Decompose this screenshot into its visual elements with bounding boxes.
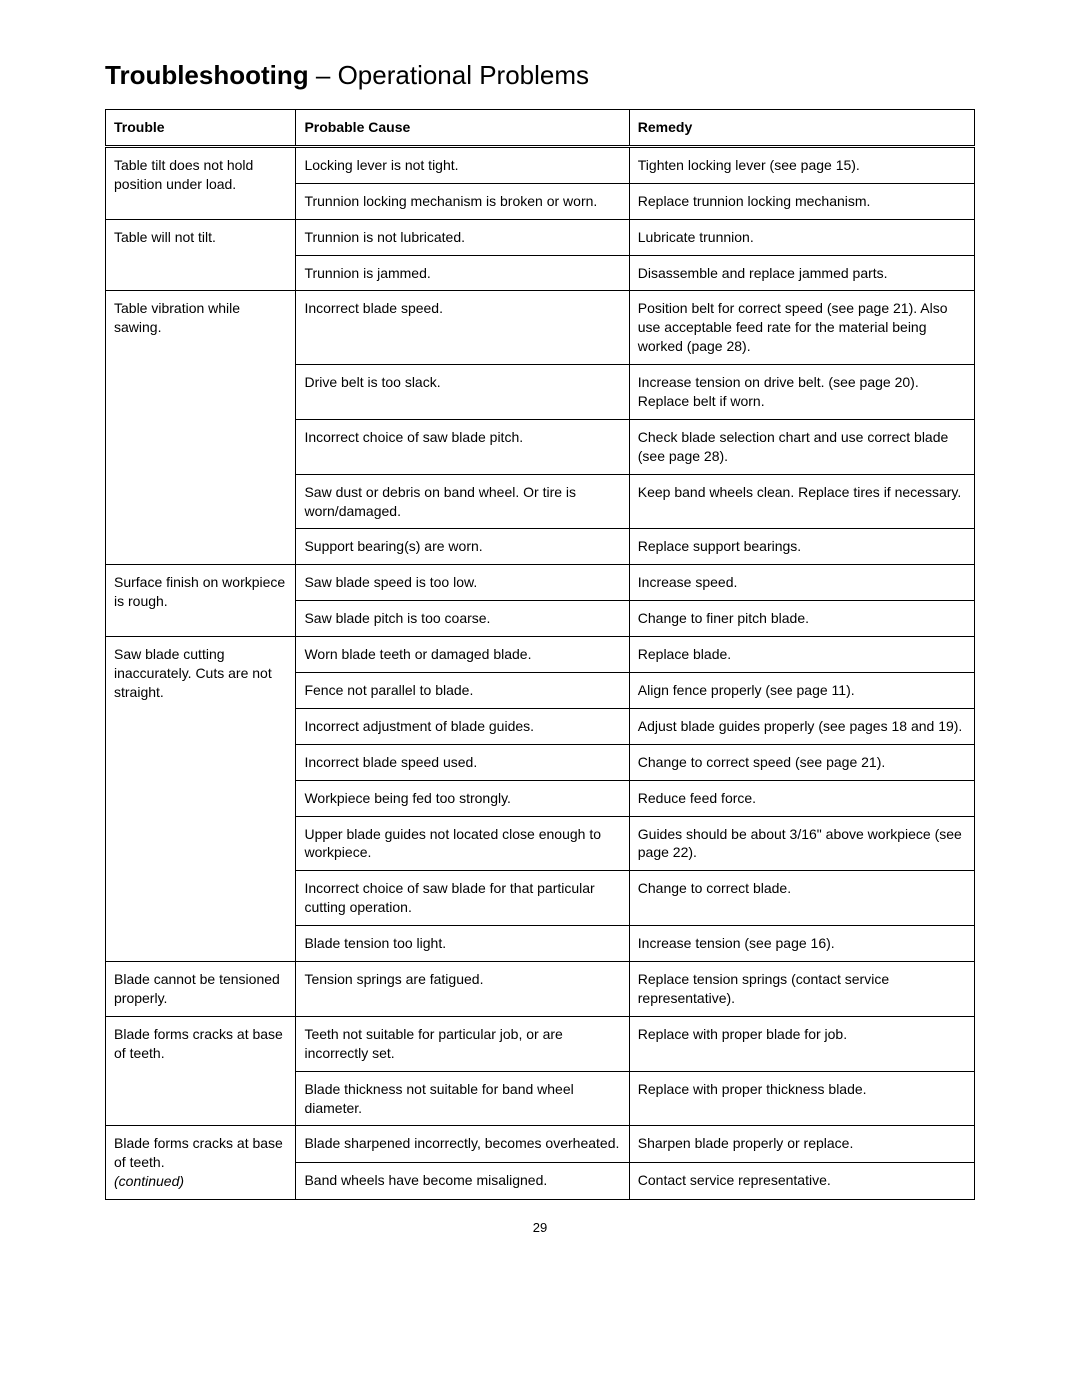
cause-cell: Tension springs are fatigued.	[296, 962, 629, 1017]
cause-cell: Drive belt is too slack.	[296, 365, 629, 420]
remedy-cell: Check blade selection chart and use corr…	[629, 419, 974, 474]
remedy-cell: Increase speed.	[629, 565, 974, 601]
table-row: Blade forms cracks at base of teeth.(con…	[106, 1126, 975, 1163]
remedy-cell: Position belt for correct speed (see pag…	[629, 291, 974, 365]
cause-cell: Incorrect choice of saw blade pitch.	[296, 419, 629, 474]
cause-cell: Blade thickness not suitable for band wh…	[296, 1071, 629, 1126]
trouble-cell: Surface finish on workpiece is rough.	[106, 565, 296, 637]
table-header-row: Trouble Probable Cause Remedy	[106, 110, 975, 147]
remedy-cell: Reduce feed force.	[629, 780, 974, 816]
cause-cell: Blade tension too light.	[296, 926, 629, 962]
cause-cell: Saw blade pitch is too coarse.	[296, 601, 629, 637]
table-row: Table tilt does not hold position under …	[106, 146, 975, 183]
cause-cell: Incorrect adjustment of blade guides.	[296, 708, 629, 744]
trouble-cell: Table vibration while sawing.	[106, 291, 296, 565]
col-trouble: Trouble	[106, 110, 296, 147]
table-row: Surface finish on workpiece is rough.Saw…	[106, 565, 975, 601]
trouble-cell: Blade forms cracks at base of teeth.	[106, 1016, 296, 1126]
cause-cell: Support bearing(s) are worn.	[296, 529, 629, 565]
remedy-cell: Adjust blade guides properly (see pages …	[629, 708, 974, 744]
cause-cell: Locking lever is not tight.	[296, 146, 629, 183]
table-row: Saw blade cutting inaccurately. Cuts are…	[106, 637, 975, 673]
table-body: Table tilt does not hold position under …	[106, 146, 975, 1199]
remedy-cell: Replace support bearings.	[629, 529, 974, 565]
document-page: Troubleshooting – Operational Problems T…	[0, 0, 1080, 1397]
table-row: Table vibration while sawing.Incorrect b…	[106, 291, 975, 365]
cause-cell: Teeth not suitable for particular job, o…	[296, 1016, 629, 1071]
remedy-cell: Replace blade.	[629, 637, 974, 673]
cause-cell: Workpiece being fed too strongly.	[296, 780, 629, 816]
remedy-cell: Change to correct speed (see page 21).	[629, 744, 974, 780]
cause-cell: Incorrect blade speed used.	[296, 744, 629, 780]
cause-cell: Incorrect blade speed.	[296, 291, 629, 365]
remedy-cell: Replace tension springs (contact service…	[629, 962, 974, 1017]
troubleshooting-table: Trouble Probable Cause Remedy Table tilt…	[105, 109, 975, 1200]
remedy-cell: Keep band wheels clean. Replace tires if…	[629, 474, 974, 529]
cause-cell: Saw dust or debris on band wheel. Or tir…	[296, 474, 629, 529]
cause-cell: Saw blade speed is too low.	[296, 565, 629, 601]
page-title: Troubleshooting – Operational Problems	[105, 60, 975, 91]
cause-cell: Trunnion is not lubricated.	[296, 219, 629, 255]
cause-cell: Blade sharpened incorrectly, becomes ove…	[296, 1126, 629, 1163]
title-rest: Operational Problems	[338, 60, 589, 90]
cause-cell: Trunnion is jammed.	[296, 255, 629, 291]
remedy-cell: Contact service representative.	[629, 1163, 974, 1200]
title-bold: Troubleshooting	[105, 60, 309, 90]
cause-cell: Incorrect choice of saw blade for that p…	[296, 871, 629, 926]
trouble-cell: Blade forms cracks at base of teeth.(con…	[106, 1126, 296, 1200]
cause-cell: Trunnion locking mechanism is broken or …	[296, 183, 629, 219]
cause-cell: Upper blade guides not located close eno…	[296, 816, 629, 871]
table-row: Blade cannot be tensioned properly.Tensi…	[106, 962, 975, 1017]
remedy-cell: Align fence properly (see page 11).	[629, 673, 974, 709]
trouble-cell: Table will not tilt.	[106, 219, 296, 291]
remedy-cell: Tighten locking lever (see page 15).	[629, 146, 974, 183]
table-row: Blade forms cracks at base of teeth.Teet…	[106, 1016, 975, 1071]
remedy-cell: Replace trunnion locking mechanism.	[629, 183, 974, 219]
remedy-cell: Lubricate trunnion.	[629, 219, 974, 255]
remedy-cell: Sharpen blade properly or replace.	[629, 1126, 974, 1163]
table-row: Table will not tilt.Trunnion is not lubr…	[106, 219, 975, 255]
title-sep: –	[309, 60, 338, 90]
cause-cell: Fence not parallel to blade.	[296, 673, 629, 709]
page-number: 29	[105, 1220, 975, 1235]
remedy-cell: Change to finer pitch blade.	[629, 601, 974, 637]
remedy-cell: Increase tension (see page 16).	[629, 926, 974, 962]
trouble-continued: (continued)	[114, 1173, 184, 1189]
remedy-cell: Increase tension on drive belt. (see pag…	[629, 365, 974, 420]
col-remedy: Remedy	[629, 110, 974, 147]
col-cause: Probable Cause	[296, 110, 629, 147]
trouble-cell: Saw blade cutting inaccurately. Cuts are…	[106, 637, 296, 962]
remedy-cell: Replace with proper thickness blade.	[629, 1071, 974, 1126]
trouble-cell: Table tilt does not hold position under …	[106, 146, 296, 219]
trouble-cell: Blade cannot be tensioned properly.	[106, 962, 296, 1017]
remedy-cell: Replace with proper blade for job.	[629, 1016, 974, 1071]
cause-cell: Band wheels have become misaligned.	[296, 1163, 629, 1200]
remedy-cell: Guides should be about 3/16" above workp…	[629, 816, 974, 871]
remedy-cell: Disassemble and replace jammed parts.	[629, 255, 974, 291]
cause-cell: Worn blade teeth or damaged blade.	[296, 637, 629, 673]
remedy-cell: Change to correct blade.	[629, 871, 974, 926]
